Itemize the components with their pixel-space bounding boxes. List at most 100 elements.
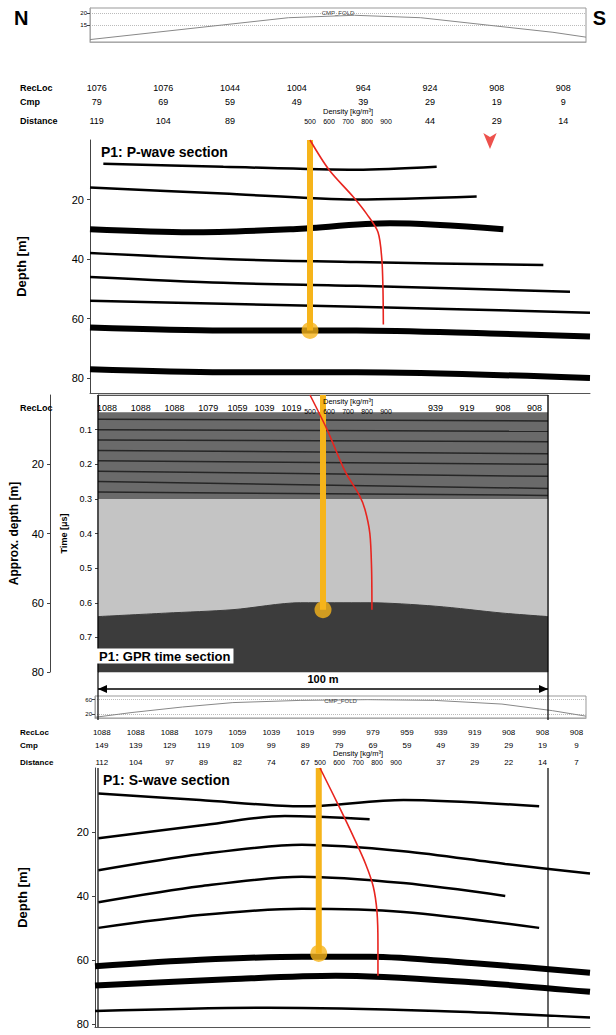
svg-text:29: 29 xyxy=(504,741,513,750)
svg-text:P1: P-wave section: P1: P-wave section xyxy=(101,144,228,160)
svg-text:1039: 1039 xyxy=(254,403,274,413)
svg-text:0.6: 0.6 xyxy=(79,598,92,608)
svg-text:Density [kg/m³]: Density [kg/m³] xyxy=(333,749,383,758)
svg-text:149: 149 xyxy=(95,741,109,750)
svg-text:Depth [m]: Depth [m] xyxy=(15,867,30,928)
svg-text:0.5: 0.5 xyxy=(79,563,92,573)
svg-text:37: 37 xyxy=(436,758,445,767)
svg-text:Cmp: Cmp xyxy=(20,741,38,750)
svg-text:RecLoc: RecLoc xyxy=(20,83,53,93)
svg-text:79: 79 xyxy=(92,97,102,107)
svg-text:20: 20 xyxy=(72,194,84,206)
svg-text:600: 600 xyxy=(333,759,345,766)
svg-text:1059: 1059 xyxy=(228,728,246,737)
svg-text:39: 39 xyxy=(470,741,479,750)
svg-text:139: 139 xyxy=(129,741,143,750)
svg-text:44: 44 xyxy=(425,116,435,126)
svg-text:Distance: Distance xyxy=(20,758,54,767)
svg-text:104: 104 xyxy=(129,758,143,767)
svg-text:500: 500 xyxy=(304,118,316,125)
svg-text:CMP_FOLD: CMP_FOLD xyxy=(324,698,357,704)
svg-text:908: 908 xyxy=(495,403,510,413)
svg-text:1088: 1088 xyxy=(127,728,145,737)
svg-text:924: 924 xyxy=(422,83,437,93)
svg-text:1039: 1039 xyxy=(262,728,280,737)
svg-text:1079: 1079 xyxy=(195,728,213,737)
svg-text:109: 109 xyxy=(231,741,245,750)
svg-text:CMP_FOLD: CMP_FOLD xyxy=(322,10,355,16)
svg-text:600: 600 xyxy=(323,118,335,125)
svg-text:9: 9 xyxy=(561,97,566,107)
svg-text:1004: 1004 xyxy=(287,83,307,93)
svg-text:80: 80 xyxy=(72,372,84,384)
svg-text:1044: 1044 xyxy=(220,83,240,93)
svg-text:700: 700 xyxy=(352,759,364,766)
svg-text:RecLoc: RecLoc xyxy=(20,728,49,737)
svg-text:1088: 1088 xyxy=(97,403,117,413)
svg-text:900: 900 xyxy=(380,118,392,125)
svg-text:800: 800 xyxy=(361,408,373,415)
svg-text:1088: 1088 xyxy=(164,403,184,413)
svg-text:0.4: 0.4 xyxy=(79,529,92,539)
svg-text:908: 908 xyxy=(502,728,516,737)
svg-text:40: 40 xyxy=(32,528,44,540)
svg-text:112: 112 xyxy=(95,758,108,767)
svg-text:939: 939 xyxy=(434,728,448,737)
svg-text:20: 20 xyxy=(32,458,44,470)
svg-text:P1: S-wave section: P1: S-wave section xyxy=(103,772,230,788)
svg-text:908: 908 xyxy=(570,728,584,737)
svg-text:908: 908 xyxy=(556,83,571,93)
svg-text:99: 99 xyxy=(267,741,276,750)
svg-text:60: 60 xyxy=(77,954,89,966)
svg-text:959: 959 xyxy=(400,728,414,737)
svg-text:919: 919 xyxy=(459,403,474,413)
svg-text:89: 89 xyxy=(225,116,235,126)
svg-text:104: 104 xyxy=(156,116,171,126)
svg-text:Approx. depth [m]: Approx. depth [m] xyxy=(7,482,21,585)
svg-text:49: 49 xyxy=(436,741,445,750)
svg-text:500: 500 xyxy=(304,408,316,415)
svg-text:500: 500 xyxy=(314,759,326,766)
svg-text:9: 9 xyxy=(574,741,579,750)
svg-text:129: 129 xyxy=(163,741,177,750)
svg-text:14: 14 xyxy=(538,758,547,767)
svg-text:908: 908 xyxy=(489,83,504,93)
svg-text:80: 80 xyxy=(32,666,44,678)
svg-text:1059: 1059 xyxy=(227,403,247,413)
svg-text:1076: 1076 xyxy=(153,83,173,93)
svg-text:Density [kg/m³]: Density [kg/m³] xyxy=(323,397,373,406)
svg-text:22: 22 xyxy=(504,758,513,767)
svg-text:89: 89 xyxy=(301,741,310,750)
svg-text:0.3: 0.3 xyxy=(79,494,92,504)
svg-text:60: 60 xyxy=(72,313,84,325)
svg-text:600: 600 xyxy=(323,408,335,415)
svg-text:Distance: Distance xyxy=(20,116,58,126)
svg-text:0.1: 0.1 xyxy=(79,425,92,435)
svg-text:29: 29 xyxy=(470,758,479,767)
svg-text:15: 15 xyxy=(80,22,87,28)
svg-text:919: 919 xyxy=(468,728,482,737)
svg-text:1088: 1088 xyxy=(161,728,179,737)
svg-text:N: N xyxy=(14,7,28,29)
svg-text:60: 60 xyxy=(32,597,44,609)
svg-text:908: 908 xyxy=(536,728,550,737)
svg-text:700: 700 xyxy=(342,118,354,125)
svg-text:S: S xyxy=(593,7,606,29)
svg-text:97: 97 xyxy=(165,758,174,767)
svg-text:7: 7 xyxy=(574,758,579,767)
svg-text:119: 119 xyxy=(89,116,103,126)
svg-text:100 m: 100 m xyxy=(307,673,338,685)
svg-text:59: 59 xyxy=(225,97,235,107)
svg-text:Density [kg/m³]: Density [kg/m³] xyxy=(323,107,373,116)
svg-text:979: 979 xyxy=(366,728,380,737)
svg-text:900: 900 xyxy=(380,408,392,415)
svg-text:800: 800 xyxy=(371,759,383,766)
svg-text:939: 939 xyxy=(428,403,443,413)
svg-text:14: 14 xyxy=(558,116,568,126)
svg-text:1019: 1019 xyxy=(296,728,314,737)
svg-text:29: 29 xyxy=(492,116,502,126)
svg-text:20: 20 xyxy=(77,826,89,838)
svg-text:P1: GPR time section: P1: GPR time section xyxy=(99,649,231,664)
svg-text:39: 39 xyxy=(358,97,368,107)
svg-text:20: 20 xyxy=(80,10,87,16)
